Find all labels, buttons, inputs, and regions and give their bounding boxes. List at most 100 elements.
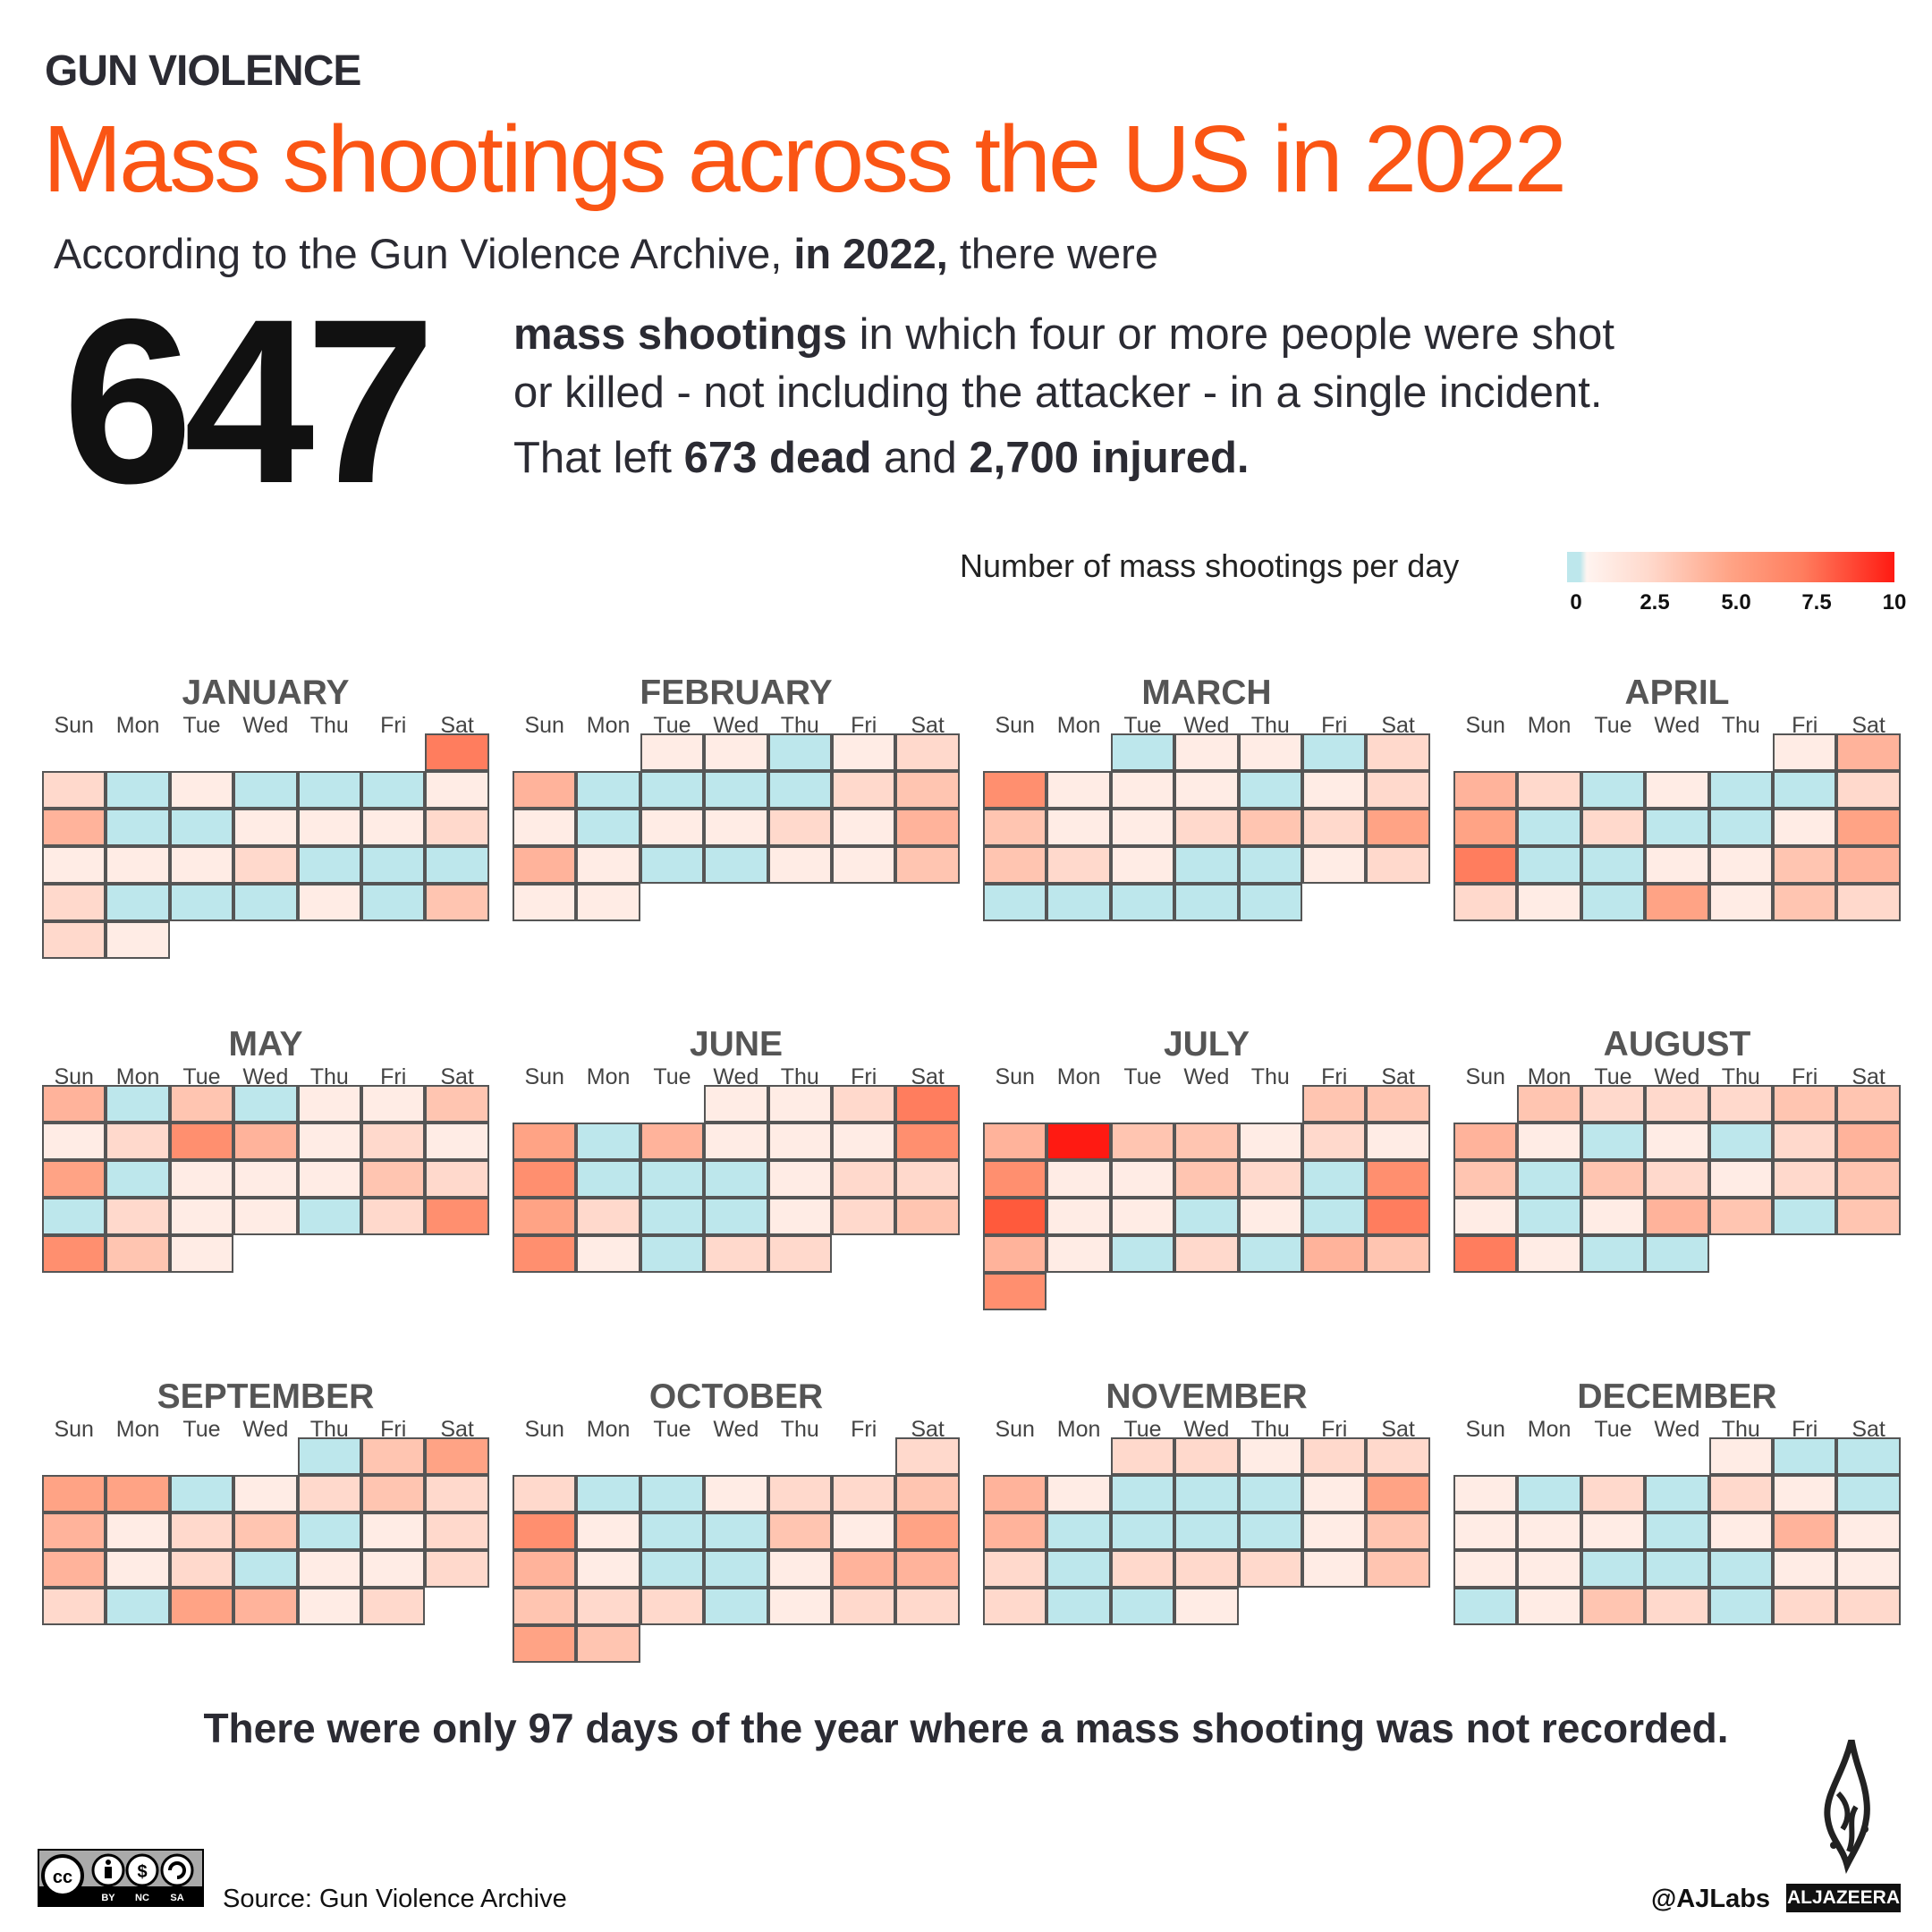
day-cell	[1238, 733, 1302, 771]
month-title: JANUARY	[182, 674, 350, 712]
day-cell	[425, 1085, 489, 1123]
day-cell	[1453, 1123, 1518, 1160]
day-cell	[1238, 1123, 1302, 1160]
day-cell	[767, 1198, 832, 1235]
day-cell	[42, 884, 106, 921]
stat-line-2: or killed - not including the attacker -…	[513, 369, 1603, 417]
day-cell	[233, 846, 298, 884]
day-cell	[1046, 884, 1111, 921]
day-cell	[1302, 1198, 1367, 1235]
day-cell	[1580, 1160, 1646, 1198]
day-cell	[425, 1475, 489, 1513]
day-cell	[425, 1198, 489, 1235]
day-cell	[767, 771, 832, 809]
day-cell	[640, 1160, 705, 1198]
month-title: SEPTEMBER	[157, 1377, 375, 1416]
day-cell	[1046, 1160, 1111, 1198]
day-cell	[704, 846, 768, 884]
day-cell	[425, 884, 489, 921]
day-cell	[1773, 771, 1837, 809]
aj-labs-handle: @AJLabs	[1651, 1885, 1771, 1913]
svg-text:cc: cc	[53, 1868, 72, 1887]
day-cell	[425, 1160, 489, 1198]
day-cell	[1517, 846, 1581, 884]
weekday-label: Wed	[242, 1417, 289, 1442]
day-cell	[1174, 1588, 1239, 1625]
day-cell	[106, 1160, 170, 1198]
day-cell	[1366, 1437, 1430, 1475]
day-cell	[1580, 1085, 1646, 1123]
day-cell	[576, 1475, 640, 1513]
weekday-label: Sun	[995, 1064, 1035, 1089]
day-cell	[106, 884, 170, 921]
weekday-label: Tue	[1594, 713, 1632, 738]
aljazeera-wordmark: ALJAZEERA	[1786, 1884, 1901, 1912]
day-cell	[895, 1550, 960, 1588]
day-cell	[42, 1475, 106, 1513]
day-cell	[106, 1235, 170, 1273]
day-cell	[704, 1513, 768, 1550]
source-credit: Source: Gun Violence Archive	[223, 1885, 567, 1913]
day-cell	[1836, 1085, 1901, 1123]
day-cell	[1708, 1437, 1773, 1475]
day-cell	[297, 809, 361, 846]
day-cell	[1580, 1235, 1646, 1273]
subtitle-pre: According to the Gun Violence Archive,	[54, 230, 794, 277]
day-cell	[361, 1198, 426, 1235]
day-cell	[1773, 884, 1837, 921]
day-cell	[169, 771, 234, 809]
day-cell	[895, 1588, 960, 1625]
day-cell	[1580, 884, 1646, 921]
weekday-label: Sun	[995, 1417, 1035, 1442]
day-cell	[297, 1085, 361, 1123]
day-cell	[1110, 1235, 1175, 1273]
day-cell	[233, 1550, 298, 1588]
weekday-label: Tue	[1123, 1064, 1162, 1089]
month-title: DECEMBER	[1577, 1377, 1777, 1416]
day-cell	[1517, 1588, 1581, 1625]
day-cell	[233, 1475, 298, 1513]
day-cell	[1046, 1198, 1111, 1235]
stat-text: That left	[513, 434, 684, 482]
day-cell	[42, 1235, 106, 1273]
day-cell	[640, 1513, 705, 1550]
day-cell	[1453, 1475, 1518, 1513]
day-cell	[1238, 1437, 1302, 1475]
day-cell	[983, 809, 1047, 846]
day-cell	[1517, 1160, 1581, 1198]
day-cell	[576, 809, 640, 846]
weekday-label: Sun	[1465, 1417, 1505, 1442]
weekday-label: Fri	[851, 1417, 877, 1442]
day-cell	[1580, 1123, 1646, 1160]
day-cell	[704, 1475, 768, 1513]
day-cell	[1046, 771, 1111, 809]
legend-tick: 7.5	[1801, 590, 1832, 614]
weekday-label: Mon	[115, 713, 160, 738]
day-cell	[895, 771, 960, 809]
day-cell	[1836, 884, 1901, 921]
day-cell	[513, 809, 577, 846]
day-cell	[106, 1588, 170, 1625]
day-cell	[832, 1475, 896, 1513]
day-cell	[1174, 809, 1239, 846]
day-cell	[640, 1475, 705, 1513]
day-cell	[106, 1085, 170, 1123]
day-cell	[1110, 771, 1175, 809]
weekday-label: Sun	[54, 713, 94, 738]
day-cell	[1110, 1160, 1175, 1198]
day-cell	[1645, 1588, 1709, 1625]
day-cell	[704, 733, 768, 771]
day-cell	[1517, 1475, 1581, 1513]
weekday-label: Sun	[524, 1064, 564, 1089]
day-cell	[983, 1198, 1047, 1235]
day-cell	[1366, 1513, 1430, 1550]
day-cell	[832, 1123, 896, 1160]
day-cell	[640, 1235, 705, 1273]
day-cell	[1046, 1235, 1111, 1273]
cc-icon: cc $ BY NC SA	[39, 1853, 202, 1905]
day-cell	[425, 771, 489, 809]
weekday-label: Sun	[524, 713, 564, 738]
day-cell	[1174, 1513, 1239, 1550]
day-cell	[1174, 1475, 1239, 1513]
weekday-label: Tue	[1594, 1417, 1632, 1442]
